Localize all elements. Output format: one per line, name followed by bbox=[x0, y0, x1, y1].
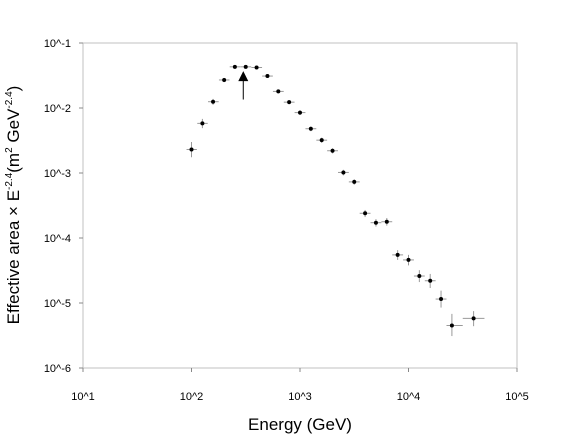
y-axis-title-exp1: -2.4 bbox=[4, 172, 15, 190]
arrow-head bbox=[238, 71, 249, 82]
data-point bbox=[428, 278, 433, 283]
data-point bbox=[265, 74, 270, 79]
y-axis-title-paren-close: ) bbox=[4, 86, 23, 92]
x-axis-title: Energy (GeV) bbox=[248, 415, 352, 434]
x-tick-label: 10^3 bbox=[288, 391, 312, 403]
data-point bbox=[439, 297, 444, 302]
data-point bbox=[406, 257, 411, 262]
data-point bbox=[189, 147, 194, 152]
x-tick-label: 10^2 bbox=[180, 391, 204, 403]
x-tick-label: 10^5 bbox=[505, 391, 529, 403]
annotations bbox=[238, 71, 249, 100]
y-axis-title: Effective area × E-2.4(m2 GeV-2.4) bbox=[4, 86, 23, 325]
y-tick-label: 10^-2 bbox=[44, 103, 71, 115]
data-point bbox=[417, 274, 422, 279]
y-axis-title-exp2: 2 bbox=[4, 147, 15, 153]
x-tick-labels: 10^1 10^2 10^3 10^4 10^5 bbox=[71, 391, 529, 403]
data-point bbox=[330, 148, 335, 153]
data-point bbox=[308, 126, 313, 131]
y-axis-title-exp3: -2.4 bbox=[4, 91, 15, 109]
y-tick-label: 10^-1 bbox=[44, 38, 71, 50]
data-point bbox=[449, 323, 454, 328]
data-point bbox=[471, 316, 476, 321]
data-point bbox=[373, 220, 378, 225]
y-tick-labels: 10^-1 10^-2 10^-3 10^-4 10^-5 10^-6 bbox=[44, 38, 71, 375]
y-axis-title-unit: GeV bbox=[4, 108, 23, 147]
y-tick-label: 10^-4 bbox=[44, 233, 71, 245]
data-point bbox=[243, 64, 248, 69]
x-tick-label: 10^4 bbox=[397, 391, 421, 403]
y-axis-title-paren-open: (m bbox=[4, 153, 23, 173]
data-point bbox=[276, 89, 281, 94]
data-point bbox=[211, 99, 216, 104]
data-point bbox=[287, 100, 292, 105]
data-point bbox=[395, 252, 400, 257]
error-bars bbox=[186, 65, 485, 337]
y-axis-title-main: Effective area × E bbox=[4, 190, 23, 324]
data-point bbox=[254, 65, 259, 70]
tick-marks bbox=[79, 42, 518, 372]
data-point bbox=[319, 138, 324, 143]
data-point bbox=[384, 219, 389, 224]
data-point bbox=[341, 170, 346, 175]
y-tick-label: 10^-5 bbox=[44, 298, 71, 310]
y-tick-label: 10^-3 bbox=[44, 168, 71, 180]
x-tick-label: 10^1 bbox=[71, 391, 95, 403]
data-points bbox=[189, 64, 476, 328]
data-point bbox=[232, 64, 237, 69]
data-point bbox=[352, 179, 357, 184]
data-point bbox=[298, 110, 302, 115]
data-point bbox=[200, 121, 205, 126]
y-tick-label: 10^-6 bbox=[44, 363, 71, 375]
data-point bbox=[363, 211, 368, 216]
data-point bbox=[222, 77, 227, 82]
